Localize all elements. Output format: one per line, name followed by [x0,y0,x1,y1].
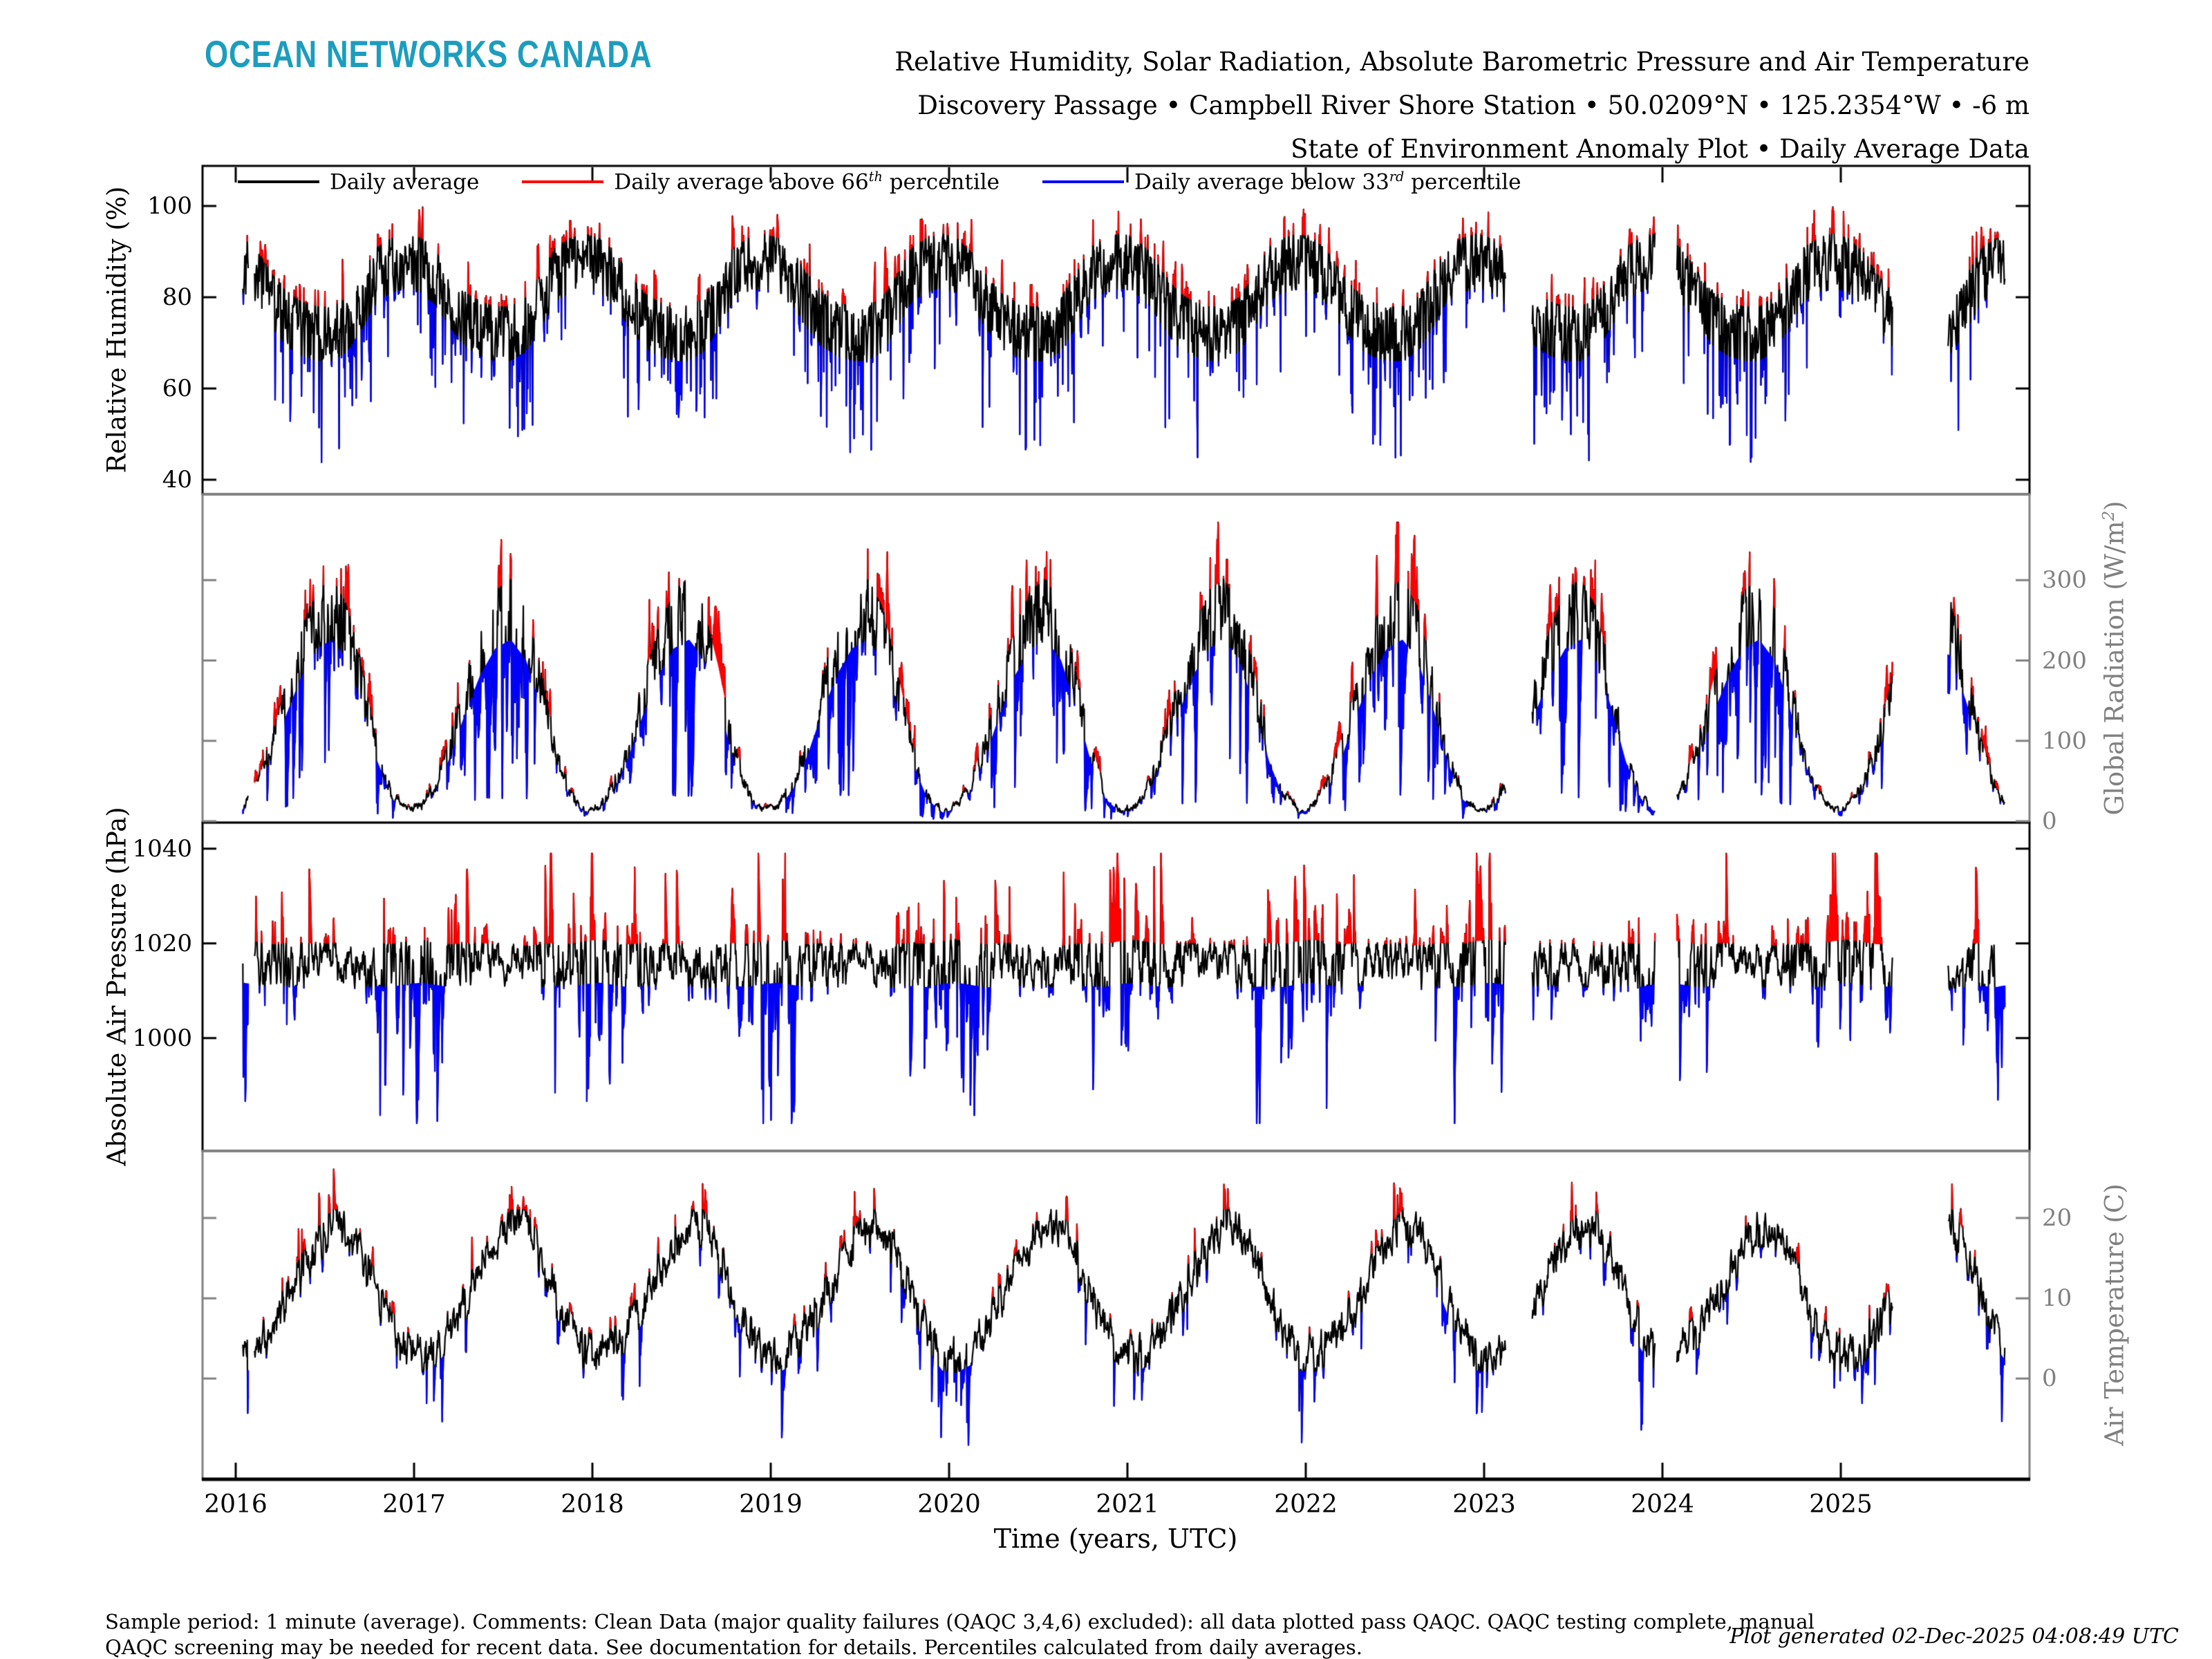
legend-label: Daily average [330,169,480,195]
x-tick-label-year: 2024 [1631,1490,1694,1519]
y-tick-label-absolute-air-pressure: 1020 [132,929,192,957]
y-tick-label-relative-humidity: 60 [162,374,192,402]
legend-item-above-66th: Daily average above 66th percentile [522,169,1000,194]
y-tick-label-absolute-air-pressure: 1040 [132,834,192,863]
x-tick-label-year: 2021 [1096,1490,1159,1519]
legend: Daily average Daily average above 66th p… [238,169,1521,194]
legend-line-blue [1042,180,1125,183]
legend-line-red [522,180,604,183]
y-tick-label-air-temperature: 20 [2042,1204,2072,1232]
x-tick-label-year: 2017 [382,1490,446,1519]
footer-line1: Sample period: 1 minute (average). Comme… [105,1610,1815,1633]
x-tick-label-year: 2020 [917,1490,981,1519]
y-axis-label-global-radiation: Global Radiation (W/m2) [2099,500,2130,816]
y-tick-label-global-radiation: 200 [2042,646,2087,675]
x-tick-label-year: 2025 [1809,1490,1873,1519]
y-tick-label-global-radiation: 300 [2042,566,2087,594]
y-tick-label-relative-humidity: 40 [162,465,192,494]
x-tick-label-year: 2016 [204,1490,268,1519]
y-tick-label-absolute-air-pressure: 1000 [132,1024,192,1052]
x-tick-label-year: 2023 [1452,1490,1516,1519]
legend-item-daily-average: Daily average [238,169,479,194]
plot-generated-timestamp: Plot generated 02-Dec-2025 04:08:49 UTC [1730,1624,2179,1649]
plot-title: Relative Humidity, Solar Radiation, Abso… [894,40,2030,171]
y-tick-label-air-temperature: 0 [2042,1365,2057,1393]
y-axis-label-relative-humidity: Relative Humidity (%) [102,186,132,474]
x-tick-label-year: 2019 [739,1490,803,1519]
plot-title-line2: Discovery Passage • Campbell River Shore… [917,91,2030,120]
footer-line2: QAQC screening may be needed for recent … [105,1635,1362,1659]
plot-title-line3: State of Environment Anomaly Plot • Dail… [1291,134,2030,164]
legend-label: Daily average below 33rd percentile [1134,169,1521,195]
y-axis-label-air-pressure: Absolute Air Pressure (hPa) [102,807,132,1166]
y-tick-label-relative-humidity: 80 [162,283,192,311]
legend-label: Daily average above 66th percentile [614,169,1000,195]
x-tick-label-year: 2018 [561,1490,624,1519]
y-tick-label-air-temperature: 10 [2042,1284,2072,1313]
legend-item-below-33rd: Daily average below 33rd percentile [1042,169,1521,194]
plot-title-line1: Relative Humidity, Solar Radiation, Abso… [894,47,2030,77]
y-tick-label-global-radiation: 100 [2042,727,2087,755]
x-axis-label: Time (years, UTC) [993,1524,1238,1554]
ocean-networks-canada-logo: OCEAN NETWORKS CANADA [205,32,653,75]
footer-comments: Sample period: 1 minute (average). Comme… [105,1609,1815,1659]
y-axis-label-air-temperature: Air Temperature (C) [2099,1183,2130,1446]
legend-line-black [238,180,319,183]
y-tick-label-relative-humidity: 100 [147,192,192,221]
x-tick-label-year: 2022 [1274,1490,1338,1519]
y-tick-label-global-radiation: 0 [2042,807,2057,836]
